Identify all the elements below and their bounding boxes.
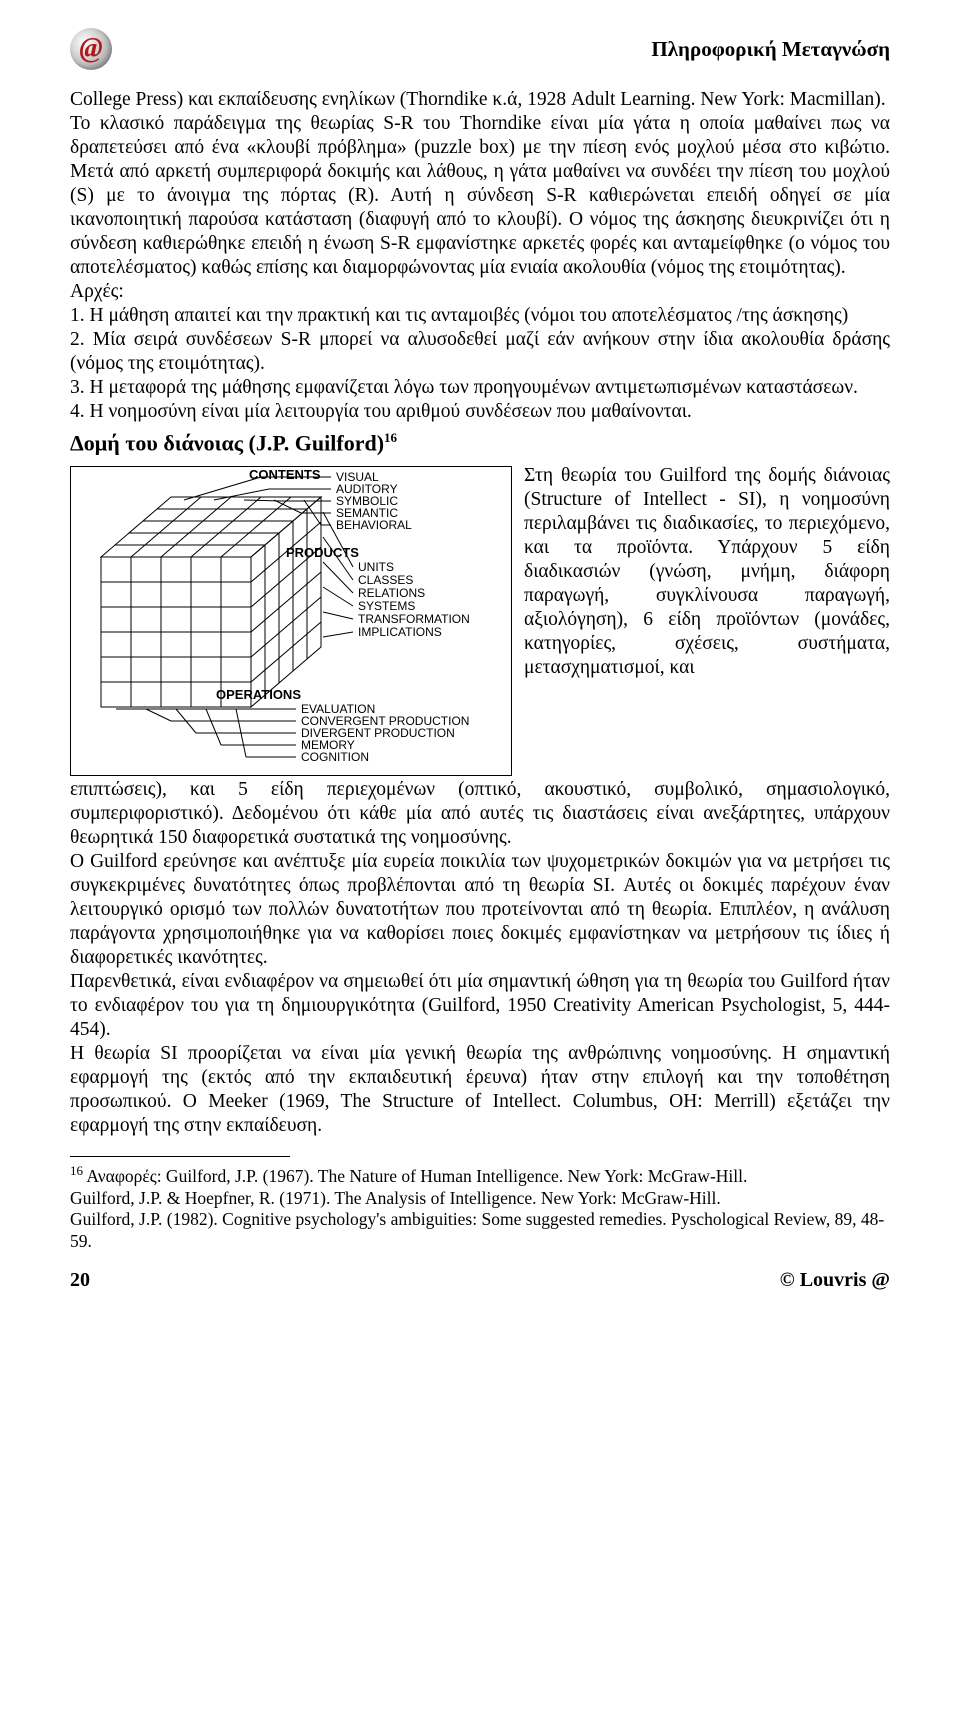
page-footer: 20 © Louvris @ (70, 1269, 890, 1292)
footnote-line-1: Αναφορές: Guilford, J.P. (1967). The Nat… (83, 1166, 747, 1186)
products-item-4: TRANSFORMATION (358, 612, 470, 626)
operations-item-4: COGNITION (301, 750, 369, 764)
after-2: Ο Guilford ερεύνησε και ανέπτυξε μία ευρ… (70, 850, 890, 970)
page: @ Πληροφορική Μεταγνώση College Press) κ… (0, 0, 960, 1326)
page-number: 20 (70, 1269, 90, 1292)
heading-footnote-ref: 16 (384, 430, 397, 445)
principle-2: 2. Μία σειρά συνδέσεων S-R μπορεί να αλυ… (70, 328, 890, 376)
page-header: @ Πληροφορική Μεταγνώση (70, 28, 890, 70)
footnote-line-3: Guilford, J.P. (1982). Cognitive psychol… (70, 1209, 884, 1251)
products-item-2: RELATIONS (358, 586, 425, 600)
footnote-separator (70, 1156, 290, 1157)
after-4: Η θεωρία SI προορίζεται να είναι μία γεν… (70, 1042, 890, 1138)
principles-label: Αρχές: (70, 280, 890, 304)
footnote-block: 16 Αναφορές: Guilford, J.P. (1967). The … (70, 1163, 890, 1253)
products-item-0: UNITS (358, 560, 394, 574)
heading-text: Δομή του διάνοιας (J.P. Guilford) (70, 430, 384, 455)
principle-1: 1. Η μάθηση απαιτεί και την πρακτική και… (70, 304, 890, 328)
products-item-5: IMPLICATIONS (358, 625, 442, 639)
para-2: Το κλασικό παράδειγμα της θεωρίας S-R το… (70, 112, 890, 280)
contents-label: CONTENTS (249, 467, 321, 482)
si-cube-svg: CONTENTS VISUAL AUDITORY SYMBOLIC SEMANT… (71, 467, 511, 775)
footnote-line-2: Guilford, J.P. & Hoepfner, R. (1971). Th… (70, 1188, 721, 1208)
section-heading: Δομή του διάνοιας (J.P. Guilford)16 (70, 430, 890, 456)
principle-3: 3. Η μεταφορά της μάθησης εμφανίζεται λό… (70, 376, 890, 400)
footnote-number: 16 (70, 1163, 83, 1178)
logo-at-icon: @ (70, 28, 112, 70)
para-1: College Press) και εκπαίδευσης ενηλίκων … (70, 88, 890, 112)
principle-4: 4. Η νοημοσύνη είναι μία λειτουργία του … (70, 400, 890, 424)
products-label: PRODUCTS (286, 545, 359, 560)
header-title: Πληροφορική Μεταγνώση (651, 37, 890, 62)
operations-label: OPERATIONS (216, 687, 301, 702)
wrap-paragraph: Στη θεωρία του Guilford της δομής διάνοι… (524, 465, 890, 678)
contents-item-4: BEHAVIORAL (336, 518, 412, 532)
after-1: επιπτώσεις), και 5 είδη περιεχομένων (οπ… (70, 779, 890, 848)
after-3: Παρενθετικά, είναι ενδιαφέρον να σημειωθ… (70, 970, 890, 1042)
si-cube-figure: CONTENTS VISUAL AUDITORY SYMBOLIC SEMANT… (70, 466, 512, 776)
copyright-mark: © Louvris @ (780, 1269, 890, 1292)
products-item-3: SYSTEMS (358, 599, 415, 613)
body-text: College Press) και εκπαίδευσης ενηλίκων … (70, 88, 890, 424)
figure-and-text-row: CONTENTS VISUAL AUDITORY SYMBOLIC SEMANT… (70, 464, 890, 778)
products-item-1: CLASSES (358, 573, 413, 587)
after-figure-text: επιπτώσεις), και 5 είδη περιεχομένων (οπ… (70, 778, 890, 1138)
